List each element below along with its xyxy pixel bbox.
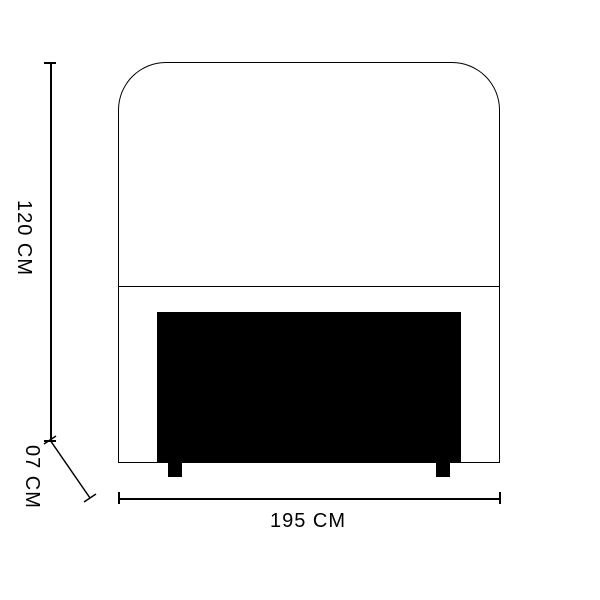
width-dim-line (118, 498, 500, 500)
depth-dim-label: 07 CM (20, 445, 43, 509)
height-dim-tick-top (44, 62, 56, 64)
foot-left (168, 463, 182, 477)
height-dim-tick-bottom (44, 440, 56, 442)
width-dim-tick-left (118, 492, 120, 504)
leg-bracket-right (460, 312, 500, 463)
headboard-top-panel (118, 62, 500, 287)
foot-right (436, 463, 450, 477)
dimension-diagram: 120 CM 07 CM 195 CM (0, 0, 600, 600)
black-panel (158, 313, 460, 463)
height-dim-line (50, 62, 52, 440)
leg-bracket-left (118, 312, 158, 463)
height-dim-label: 120 CM (12, 200, 35, 276)
headboard-bar (118, 286, 500, 313)
width-dim-label: 195 CM (270, 510, 346, 533)
width-dim-tick-right (499, 492, 501, 504)
